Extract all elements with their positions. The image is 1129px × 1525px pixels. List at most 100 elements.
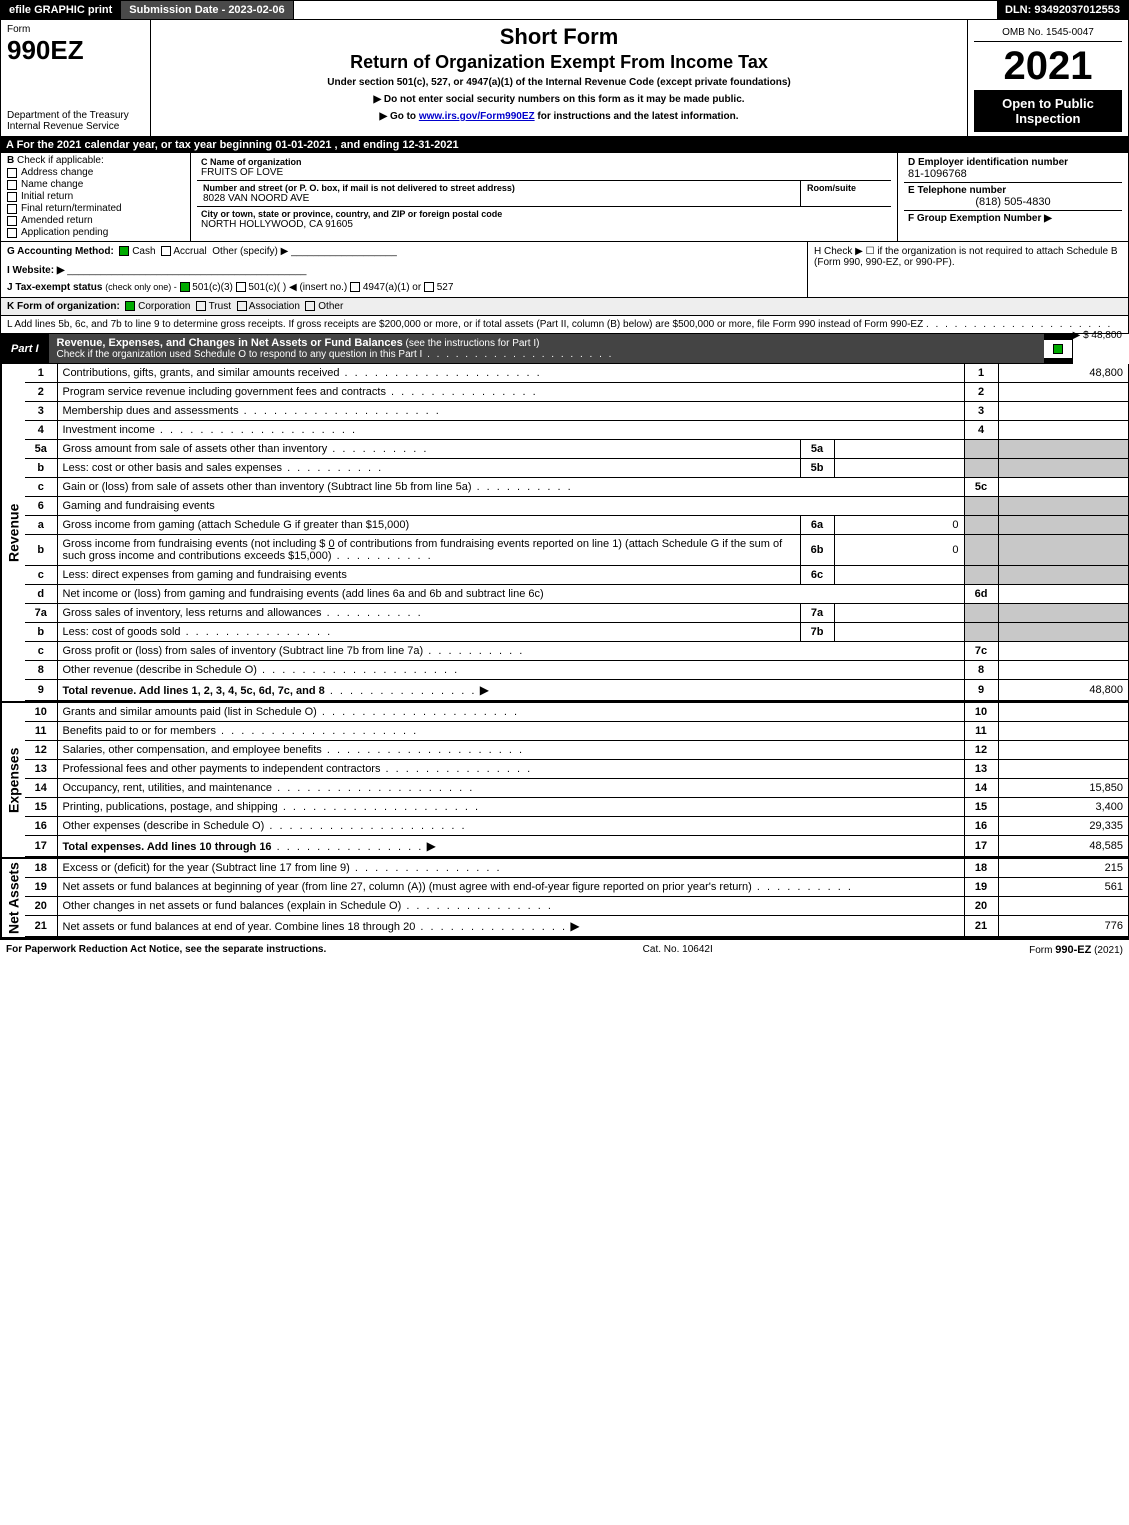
org-name-label: C Name of organization bbox=[201, 157, 887, 167]
line-num: 1 bbox=[25, 364, 57, 383]
j-527: 527 bbox=[437, 282, 454, 293]
city-value: NORTH HOLLYWOOD, CA 91605 bbox=[201, 219, 887, 230]
cb-association[interactable] bbox=[237, 301, 247, 311]
g-cash: Cash bbox=[132, 246, 155, 257]
form-number: 990EZ bbox=[7, 35, 144, 66]
l-amount: ▶ $ 48,800 bbox=[1073, 330, 1122, 341]
table-row: 21Net assets or fund balances at end of … bbox=[25, 916, 1128, 937]
table-row: 10Grants and similar amounts paid (list … bbox=[25, 703, 1128, 722]
box-c: C Name of organization FRUITS OF LOVE Nu… bbox=[191, 153, 898, 241]
l-dots bbox=[926, 319, 1112, 330]
box-def: D Employer identification number 81-1096… bbox=[898, 153, 1128, 241]
table-row: 14Occupancy, rent, utilities, and mainte… bbox=[25, 779, 1128, 798]
box-b-label: B bbox=[7, 155, 14, 166]
table-row: 9 Total revenue. Add lines 1, 2, 3, 4, 5… bbox=[25, 680, 1128, 701]
footer-left: For Paperwork Reduction Act Notice, see … bbox=[6, 944, 326, 956]
k-trust: Trust bbox=[209, 301, 231, 312]
cb-accrual[interactable] bbox=[161, 246, 171, 256]
cb-label-amended: Amended return bbox=[21, 215, 93, 226]
g-other: Other (specify) ▶ bbox=[212, 246, 288, 257]
cb-initial-return[interactable] bbox=[7, 192, 17, 202]
cb-501c3[interactable] bbox=[180, 282, 190, 292]
netassets-side-label: Net Assets bbox=[1, 859, 25, 937]
line-desc: Contributions, gifts, grants, and simila… bbox=[63, 367, 340, 379]
dln-label: DLN: 93492037012553 bbox=[997, 1, 1128, 19]
check-if-applicable: Check if applicable: bbox=[17, 155, 104, 166]
table-row: b Gross income from fundraising events (… bbox=[25, 535, 1128, 566]
j-sub: (check only one) - bbox=[105, 282, 177, 292]
table-row: 4 Investment income 4 bbox=[25, 421, 1128, 440]
table-row: 19Net assets or fund balances at beginni… bbox=[25, 878, 1128, 897]
line-val: 48,800 bbox=[998, 364, 1128, 383]
omb-number: OMB No. 1545-0047 bbox=[974, 24, 1122, 42]
table-row: 1 Contributions, gifts, grants, and simi… bbox=[25, 364, 1128, 383]
cb-527[interactable] bbox=[424, 282, 434, 292]
check-icon bbox=[1053, 344, 1063, 354]
form-label: Form bbox=[7, 24, 144, 35]
part1-schedule-o-check[interactable] bbox=[1044, 340, 1072, 358]
cb-501c[interactable] bbox=[236, 282, 246, 292]
revenue-section: Revenue 1 Contributions, gifts, grants, … bbox=[0, 364, 1129, 701]
footer-center: Cat. No. 10642I bbox=[643, 944, 713, 956]
header-left: Form 990EZ Department of the Treasury In… bbox=[1, 20, 151, 136]
cb-name-change[interactable] bbox=[7, 180, 17, 190]
line-rnum: 1 bbox=[964, 364, 998, 383]
short-form-title: Short Form bbox=[157, 24, 961, 50]
cb-trust[interactable] bbox=[196, 301, 206, 311]
page-footer: For Paperwork Reduction Act Notice, see … bbox=[0, 938, 1129, 960]
table-row: 8 Other revenue (describe in Schedule O)… bbox=[25, 661, 1128, 680]
k-assoc: Association bbox=[249, 301, 300, 312]
cb-label-pending: Application pending bbox=[21, 227, 108, 238]
table-row: 13Professional fees and other payments t… bbox=[25, 760, 1128, 779]
part1-sub: (see the instructions for Part I) bbox=[403, 338, 540, 349]
part1-checkline: Check if the organization used Schedule … bbox=[57, 349, 423, 360]
cb-amended[interactable] bbox=[7, 216, 17, 226]
org-name: FRUITS OF LOVE bbox=[201, 167, 887, 178]
cb-final-return[interactable] bbox=[7, 204, 17, 214]
box-b: B Check if applicable: Address change Na… bbox=[1, 153, 191, 241]
cb-other-org[interactable] bbox=[305, 301, 315, 311]
arrow-icon bbox=[476, 685, 489, 697]
efile-label[interactable]: efile GRAPHIC print bbox=[1, 1, 121, 19]
l-text: L Add lines 5b, 6c, and 7b to line 9 to … bbox=[7, 319, 923, 330]
k-other: Other bbox=[318, 301, 343, 312]
street-label: Number and street (or P. O. box, if mail… bbox=[203, 183, 794, 193]
cb-address-change[interactable] bbox=[7, 168, 17, 178]
cb-cash[interactable] bbox=[119, 246, 129, 256]
table-row: 5a Gross amount from sale of assets othe… bbox=[25, 440, 1128, 459]
ssn-warning: ▶ Do not enter social security numbers o… bbox=[157, 94, 961, 105]
goto-pre: ▶ Go to bbox=[379, 111, 418, 122]
part1-dots bbox=[422, 349, 613, 360]
k-corp: Corporation bbox=[138, 301, 190, 312]
k-label: K Form of organization: bbox=[7, 301, 120, 312]
cb-corporation[interactable] bbox=[125, 301, 135, 311]
i-label: I Website: ▶ bbox=[7, 265, 65, 276]
table-row: 2 Program service revenue including gove… bbox=[25, 383, 1128, 402]
j-4947: 4947(a)(1) or bbox=[363, 282, 421, 293]
cb-app-pending[interactable] bbox=[7, 228, 17, 238]
table-row: 18Excess or (deficit) for the year (Subt… bbox=[25, 859, 1128, 878]
line-g: G Accounting Method: Cash Accrual Other … bbox=[1, 242, 808, 297]
phone-label: E Telephone number bbox=[908, 185, 1118, 196]
table-row: 12Salaries, other compensation, and empl… bbox=[25, 741, 1128, 760]
goto-line: ▶ Go to www.irs.gov/Form990EZ for instru… bbox=[157, 111, 961, 122]
section-a: A For the 2021 calendar year, or tax yea… bbox=[0, 137, 1129, 153]
expenses-side-label: Expenses bbox=[1, 703, 25, 857]
netassets-table: 18Excess or (deficit) for the year (Subt… bbox=[25, 859, 1128, 937]
expenses-table: 10Grants and similar amounts paid (list … bbox=[25, 703, 1128, 857]
table-row: 7a Gross sales of inventory, less return… bbox=[25, 604, 1128, 623]
open-public-badge: Open to Public Inspection bbox=[974, 90, 1122, 132]
cb-label-address: Address change bbox=[21, 167, 93, 178]
phone-value: (818) 505-4830 bbox=[908, 196, 1118, 208]
table-row: 3 Membership dues and assessments 3 bbox=[25, 402, 1128, 421]
ein-value: 81-1096768 bbox=[908, 168, 1118, 180]
part1-tab: Part I bbox=[1, 340, 49, 358]
part1-title-text: Revenue, Expenses, and Changes in Net As… bbox=[57, 337, 403, 349]
arrow-icon bbox=[423, 841, 436, 853]
irs-link[interactable]: www.irs.gov/Form990EZ bbox=[419, 111, 535, 122]
table-row: 11Benefits paid to or for members11 bbox=[25, 722, 1128, 741]
revenue-table: 1 Contributions, gifts, grants, and simi… bbox=[25, 364, 1128, 701]
cb-4947[interactable] bbox=[350, 282, 360, 292]
g-label: G Accounting Method: bbox=[7, 246, 114, 257]
table-row: 17Total expenses. Add lines 10 through 1… bbox=[25, 836, 1128, 857]
